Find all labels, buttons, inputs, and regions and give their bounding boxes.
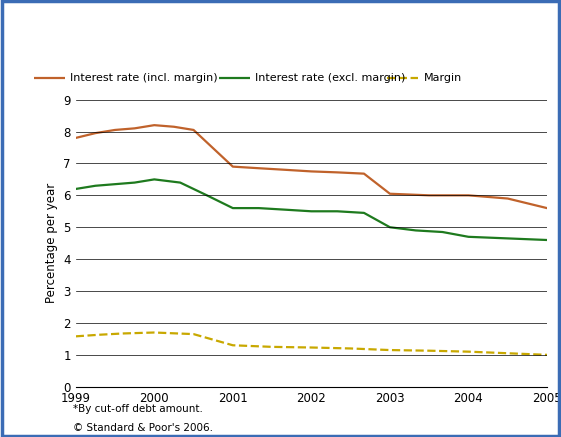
Text: Chart 1: Weighted-Average Interest Rate, Interest Rate Before Margin, and Loan
M: Chart 1: Weighted-Average Interest Rate,…: [7, 11, 544, 42]
Text: Interest rate (incl. margin): Interest rate (incl. margin): [70, 73, 218, 83]
Text: *By cut-off debt amount.: *By cut-off debt amount.: [73, 404, 203, 414]
Text: Margin: Margin: [424, 73, 462, 83]
Text: © Standard & Poor's 2006.: © Standard & Poor's 2006.: [73, 423, 213, 433]
Text: Interest rate (excl. margin): Interest rate (excl. margin): [255, 73, 406, 83]
Y-axis label: Percentage per year: Percentage per year: [45, 183, 58, 303]
